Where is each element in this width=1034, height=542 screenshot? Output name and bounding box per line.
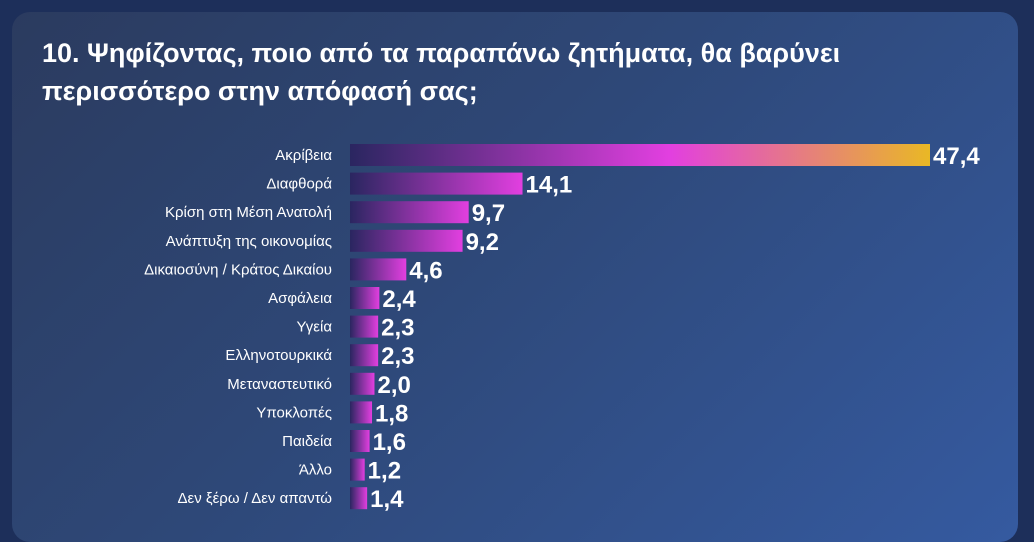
value-label: 2,3	[381, 343, 414, 370]
value-label: 1,8	[375, 400, 408, 427]
value-label: 2,3	[381, 315, 414, 342]
bar	[350, 458, 365, 481]
value-label: 2,4	[382, 286, 416, 313]
bar	[350, 258, 407, 281]
bar	[350, 372, 375, 395]
category-label: Κρίση στη Μέση Ανατολή	[165, 204, 332, 221]
bar	[350, 315, 379, 338]
category-label: Παιδεία	[282, 433, 332, 450]
value-label: 47,4	[933, 143, 980, 170]
bar	[350, 172, 523, 195]
bar	[350, 201, 469, 224]
bar	[350, 487, 368, 510]
bar	[350, 344, 379, 367]
chart-title: 10. Ψηφίζοντας, ποιο από τα παραπάνω ζητ…	[42, 38, 841, 106]
bar-chart: Ακρίβεια 47,4 Διαφθορά 14,1 Κρίση στη Μέση Α…	[144, 143, 980, 513]
value-label: 1,6	[373, 429, 406, 456]
bar	[350, 430, 370, 452]
category-label: Δεν ξέρω / Δεν απαντώ	[178, 490, 333, 507]
bar	[350, 229, 463, 252]
chart-card	[12, 12, 1018, 542]
category-label: Διαφθορά	[266, 176, 332, 193]
value-label: 2,0	[377, 372, 410, 399]
value-label: 9,7	[472, 200, 505, 227]
bar	[350, 287, 380, 309]
value-label: 4,6	[409, 257, 442, 284]
category-label: Άλλο	[299, 462, 332, 479]
category-label: Δικαιοσύνη / Κράτος Δικαίου	[144, 261, 332, 278]
category-label: Ασφάλεια	[268, 290, 332, 307]
category-label: Μεταναστευτικό	[227, 376, 332, 393]
value-label: 1,2	[368, 458, 401, 485]
value-label: 1,4	[370, 486, 404, 513]
bar	[350, 144, 930, 166]
category-label: Υγεία	[297, 319, 333, 336]
category-label: Ανάπτυξη της οικονομίας	[166, 233, 332, 250]
category-label: Ελληνοτουρκικά	[225, 347, 332, 364]
value-label: 14,1	[526, 172, 573, 199]
category-label: Ακρίβεια	[275, 147, 332, 164]
value-label: 9,2	[466, 229, 499, 256]
category-label: Υποκλοπές	[256, 404, 332, 421]
bar	[350, 401, 373, 424]
